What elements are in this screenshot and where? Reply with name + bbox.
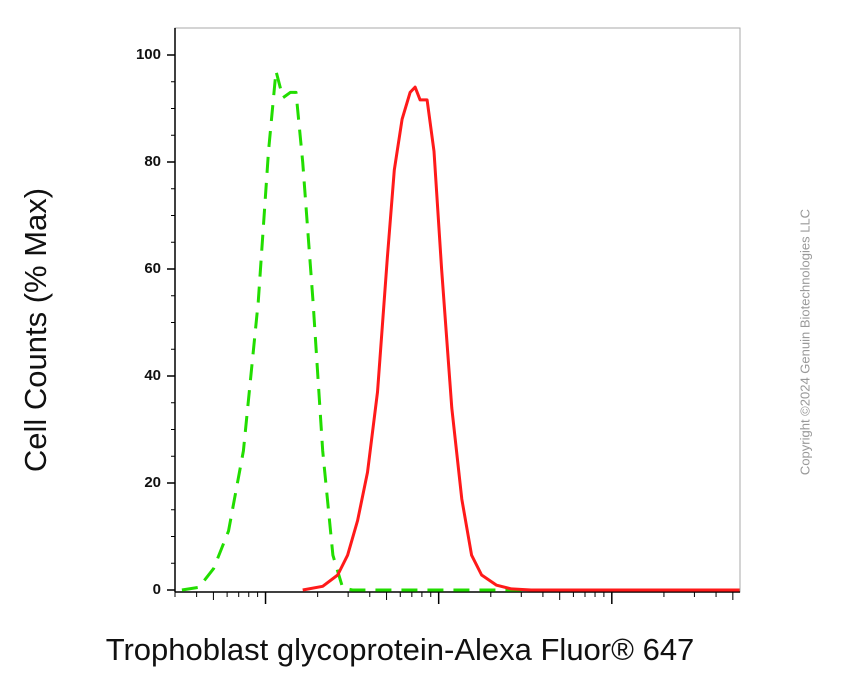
y-axis-label: Cell Counts (% Max): [18, 188, 53, 472]
y-tick-label: 0: [153, 581, 161, 598]
y-tick-label: 20: [144, 474, 161, 491]
series-line: [302, 85, 740, 592]
y-tick-label: 60: [144, 260, 161, 277]
plot-frame: [174, 27, 741, 593]
watermark: Copyright ©2024 Genuin Biotechnologies L…: [797, 209, 812, 475]
series-line: [181, 69, 740, 592]
y-tick-label: 100: [136, 46, 161, 63]
y-tick-label: 40: [144, 367, 161, 384]
x-axis-label: Trophoblast glycoprotein-Alexa Fluor® 64…: [106, 632, 695, 667]
y-tick-label: 80: [144, 153, 161, 170]
